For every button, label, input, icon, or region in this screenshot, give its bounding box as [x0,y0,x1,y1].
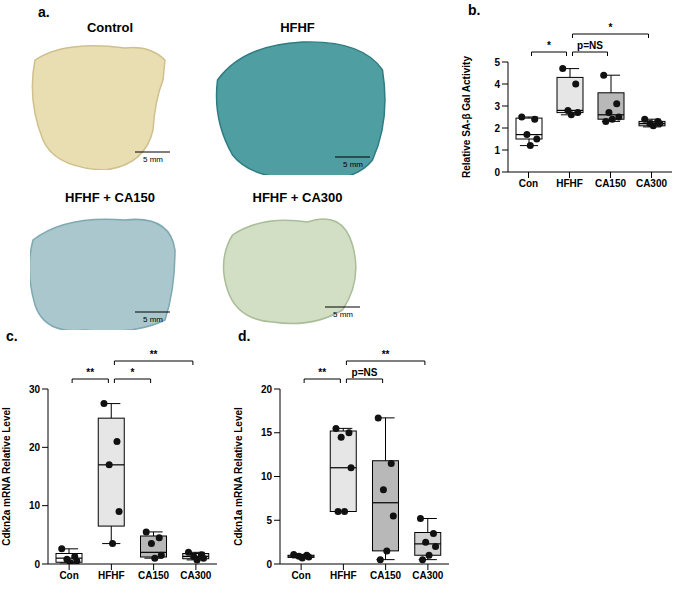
svg-text:5 mm: 5 mm [333,310,353,319]
svg-text:10: 10 [29,500,41,511]
svg-text:15: 15 [261,427,273,438]
svg-text:5: 5 [494,57,500,68]
svg-text:Cdkn2a mRNA Relative Level: Cdkn2a mRNA Relative Level [1,407,12,546]
svg-text:CA150: CA150 [595,178,627,189]
svg-text:Cdkn1a mRNA Relative Level: Cdkn1a mRNA Relative Level [233,407,244,546]
svg-text:2: 2 [494,123,500,134]
svg-text:1: 1 [494,145,500,156]
svg-text:0: 0 [34,559,40,570]
svg-text:20: 20 [261,384,273,395]
svg-text:**: ** [382,349,390,360]
svg-text:CA300: CA300 [180,570,212,581]
html-text:d.: d. [238,328,251,344]
svg-text:HFHF: HFHF [98,570,125,581]
html-text:a.: a. [38,4,50,20]
html-text:HFHF: HFHF [280,20,315,35]
svg-text:CA150: CA150 [370,570,402,581]
svg-text:CA300: CA300 [412,570,444,581]
svg-text:4: 4 [494,79,500,90]
svg-text:Relative SA-β Gal Activity: Relative SA-β Gal Activity [461,56,472,178]
html-text:Control: Control [86,20,134,35]
svg-text:*: * [609,22,613,33]
svg-text:*: * [547,40,551,51]
html-text:b.: b. [468,2,481,18]
svg-text:HFHF: HFHF [330,570,357,581]
svg-text:p=NS: p=NS [577,40,603,51]
svg-text:*: * [131,367,135,378]
svg-text:**: ** [318,367,326,378]
svg-text:30: 30 [29,384,41,395]
html-text:c.: c. [6,328,18,344]
svg-text:5 mm: 5 mm [143,155,163,164]
html-text:HFHF + CA150: HFHF + CA150 [65,190,155,205]
svg-text:p=NS: p=NS [352,367,378,378]
svg-text:CA300: CA300 [636,178,668,189]
svg-text:10: 10 [261,471,273,482]
svg-text:5 mm: 5 mm [143,315,163,324]
svg-text:3: 3 [494,101,500,112]
html-text:HFHF + CA300: HFHF + CA300 [252,190,343,205]
svg-text:CA150: CA150 [138,570,170,581]
svg-text:**: ** [150,349,158,360]
svg-text:HFHF: HFHF [556,178,583,189]
svg-text:Con: Con [59,570,78,581]
svg-text:5 mm: 5 mm [343,160,363,169]
svg-text:20: 20 [29,442,41,453]
svg-text:Con: Con [291,570,310,581]
svg-text:0: 0 [266,559,272,570]
svg-text:**: ** [86,367,94,378]
svg-text:0: 0 [494,167,500,178]
svg-text:5: 5 [266,515,272,526]
svg-text:Con: Con [519,178,538,189]
